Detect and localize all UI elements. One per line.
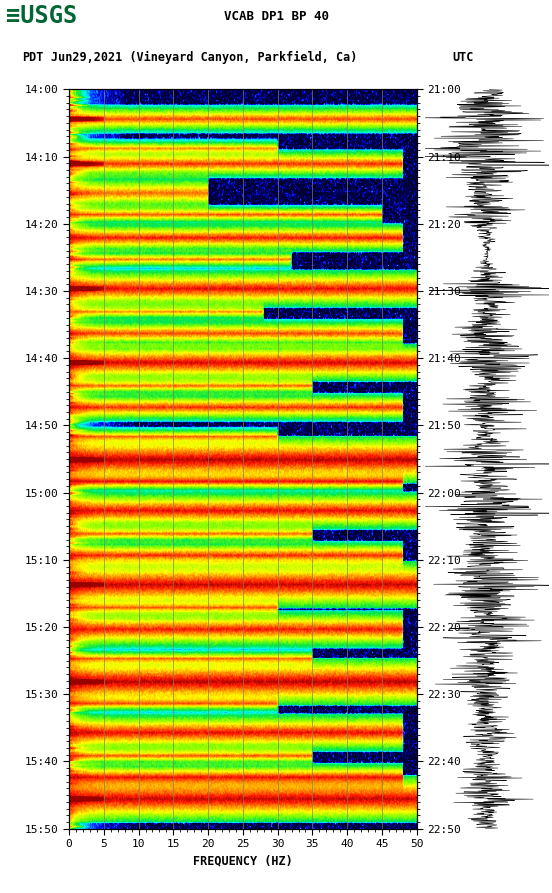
Text: UTC: UTC bbox=[453, 51, 474, 64]
Text: ≡USGS: ≡USGS bbox=[6, 4, 77, 29]
Text: PDT: PDT bbox=[22, 51, 44, 64]
Text: Jun29,2021 (Vineyard Canyon, Parkfield, Ca): Jun29,2021 (Vineyard Canyon, Parkfield, … bbox=[51, 51, 358, 64]
Text: VCAB DP1 BP 40: VCAB DP1 BP 40 bbox=[224, 10, 328, 23]
X-axis label: FREQUENCY (HZ): FREQUENCY (HZ) bbox=[193, 855, 293, 868]
